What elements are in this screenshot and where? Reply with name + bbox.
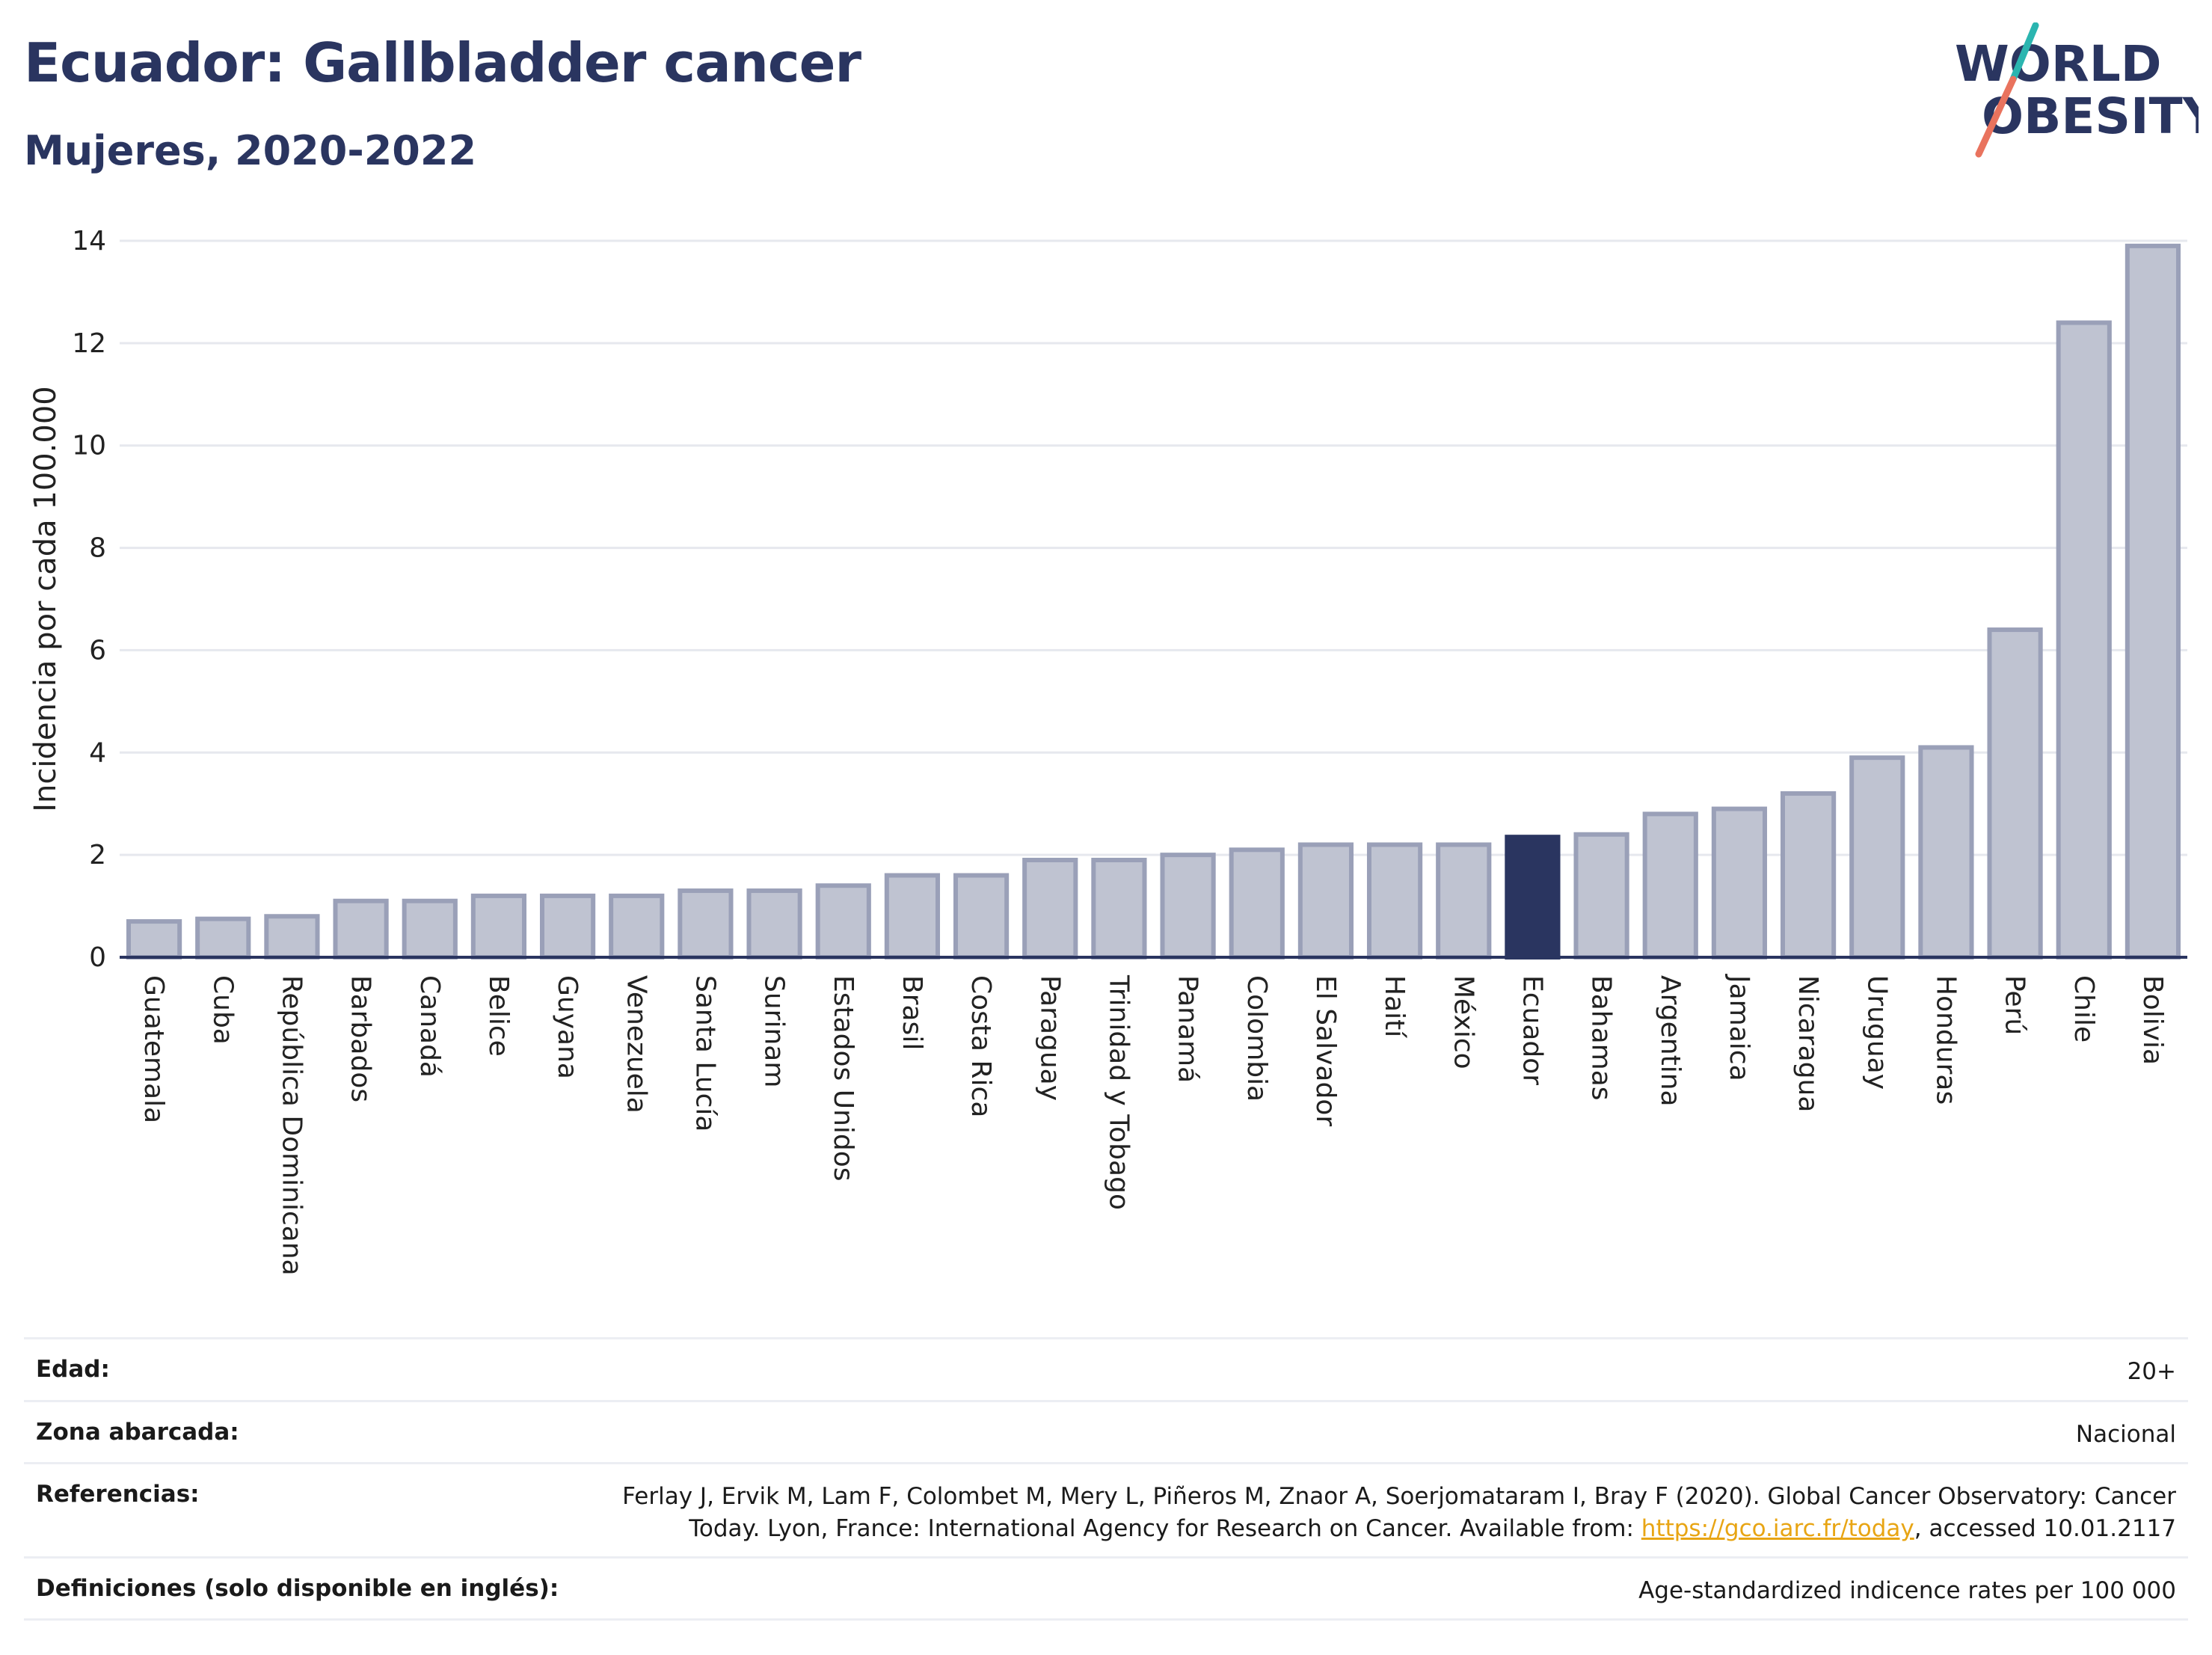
bar: [470, 893, 527, 960]
x-tick-label: Ecuador: [1517, 975, 1547, 1085]
bar: [1160, 853, 1216, 959]
x-tick-label: Canadá: [414, 975, 445, 1078]
bar: [884, 873, 941, 959]
x-tick-label: Guatemala: [138, 975, 169, 1123]
x-tick-label: El Salvador: [1310, 975, 1341, 1126]
info-value-zone: Nacional: [2075, 1421, 2176, 1448]
chart-title: Ecuador: Gallbladder cancer: [24, 31, 861, 94]
x-tick-label: Honduras: [1930, 975, 1961, 1105]
x-tick-label: Guyana: [552, 975, 583, 1079]
info-row-references: Referencias: Ferlay J, Ervik M, Lam F, C…: [24, 1462, 2188, 1556]
y-tick-label: 8: [89, 533, 106, 564]
bar: [2125, 243, 2181, 960]
x-tick-label: Colombia: [1241, 975, 1272, 1102]
info-row-zone: Zona abarcada: Nacional: [24, 1400, 2188, 1462]
bar: [1987, 627, 2043, 959]
x-tick-label: Bahamas: [1586, 975, 1617, 1101]
x-tick-label: Venezuela: [621, 975, 651, 1114]
x-tick-label: Perú: [2000, 975, 2030, 1035]
bar: [333, 898, 389, 959]
bar: [1297, 842, 1354, 960]
x-tick-label: Costa Rica: [965, 975, 996, 1117]
bar: [609, 893, 665, 960]
x-tick-label: México: [1448, 975, 1478, 1069]
bar: [1711, 806, 1768, 959]
info-table: Edad: 20+ Zona abarcada: Nacional Refere…: [24, 1337, 2188, 1621]
bar: [953, 873, 1010, 959]
x-tick-label: Bolivia: [2137, 975, 2168, 1065]
bar: [1366, 842, 1423, 960]
bar: [1022, 857, 1078, 959]
info-label-definitions: Definiciones (solo disponible en inglés)…: [36, 1575, 559, 1602]
y-tick-label: 14: [72, 226, 106, 257]
info-value-references: Ferlay J, Ervik M, Lam F, Colombet M, Me…: [622, 1481, 2176, 1546]
x-tick-label: Estados Unidos: [828, 975, 858, 1182]
info-label-references: Referencias:: [36, 1481, 200, 1508]
bar: [1642, 811, 1698, 960]
x-tick-label: Uruguay: [1861, 975, 1892, 1090]
info-row-age: Edad: 20+: [24, 1337, 2188, 1400]
x-tick-label: Panamá: [1173, 975, 1203, 1083]
x-tick-label: Brasil: [897, 975, 927, 1050]
y-tick-label: 4: [89, 737, 106, 768]
bar: [1780, 791, 1837, 959]
bar: [539, 893, 596, 960]
x-tick-label: Belice: [483, 975, 514, 1057]
x-tick-label: República Dominicana: [276, 975, 307, 1276]
reference-link[interactable]: https://gco.iarc.fr/today: [1641, 1515, 1914, 1543]
bar: [1918, 745, 1974, 959]
bar-highlight: [1505, 835, 1561, 960]
bar: [195, 916, 251, 960]
bar: [1436, 842, 1492, 960]
info-row-definitions: Definiciones (solo disponible en inglés)…: [24, 1556, 2188, 1621]
y-axis-label: Incidencia por cada 100.000: [28, 386, 63, 812]
x-tick-label: Chile: [2068, 975, 2099, 1043]
bar: [1573, 832, 1629, 960]
y-tick-label: 0: [89, 942, 106, 973]
y-tick-label: 10: [72, 431, 106, 461]
x-tick-label: Trinidad y Tobago: [1103, 974, 1134, 1210]
logo-slash-bottom: [1975, 76, 2017, 158]
bar: [678, 888, 734, 959]
bar: [2056, 320, 2112, 959]
bar: [264, 914, 320, 960]
x-tick-label: Santa Lucía: [689, 975, 720, 1132]
world-obesity-logo: WORLD OBESITY: [1955, 22, 2199, 158]
x-tick-label: Cuba: [207, 975, 238, 1045]
bar-chart: 0 2 4 6 8 10 12 14 Incidencia por cada 100.000 Gu…: [28, 226, 2187, 1276]
y-tick-label: 6: [89, 635, 106, 666]
x-tick-label: Haití: [1379, 975, 1410, 1038]
logo-line1: WORLD: [1955, 35, 2162, 93]
x-tick-label: Surinam: [759, 975, 790, 1087]
bar: [126, 919, 182, 959]
info-value-definitions: Age-standardized indicence rates per 100…: [1638, 1577, 2176, 1604]
bar: [1849, 755, 1905, 960]
bar: [402, 898, 458, 959]
reference-line-2-suffix: , accessed 10.01.2117: [1914, 1515, 2176, 1543]
logo-line2: OBESITY: [1982, 87, 2199, 145]
x-tick-label: Argentina: [1655, 975, 1686, 1107]
reference-line-2-prefix: Today. Lyon, France: International Agenc…: [689, 1515, 1641, 1543]
info-value-age: 20+: [2127, 1358, 2176, 1385]
x-tick-label: Nicaragua: [1792, 975, 1823, 1112]
logo-slash-top: [2009, 22, 2039, 83]
x-tick-label: Jamaica: [1724, 974, 1754, 1081]
info-label-zone: Zona abarcada:: [36, 1419, 239, 1446]
reference-line-1: Ferlay J, Ervik M, Lam F, Colombet M, Me…: [622, 1483, 2176, 1510]
bar: [1229, 847, 1285, 960]
info-label-age: Edad:: [36, 1356, 110, 1383]
x-tick-label: Barbados: [345, 975, 376, 1102]
bar: [746, 888, 802, 959]
chart-subtitle: Mujeres, 2020-2022: [24, 127, 477, 174]
y-tick-label: 12: [72, 328, 106, 359]
x-tick-label: Paraguay: [1034, 975, 1065, 1101]
bar: [815, 883, 871, 959]
y-tick-label: 2: [89, 840, 106, 871]
bar: [1091, 857, 1147, 959]
